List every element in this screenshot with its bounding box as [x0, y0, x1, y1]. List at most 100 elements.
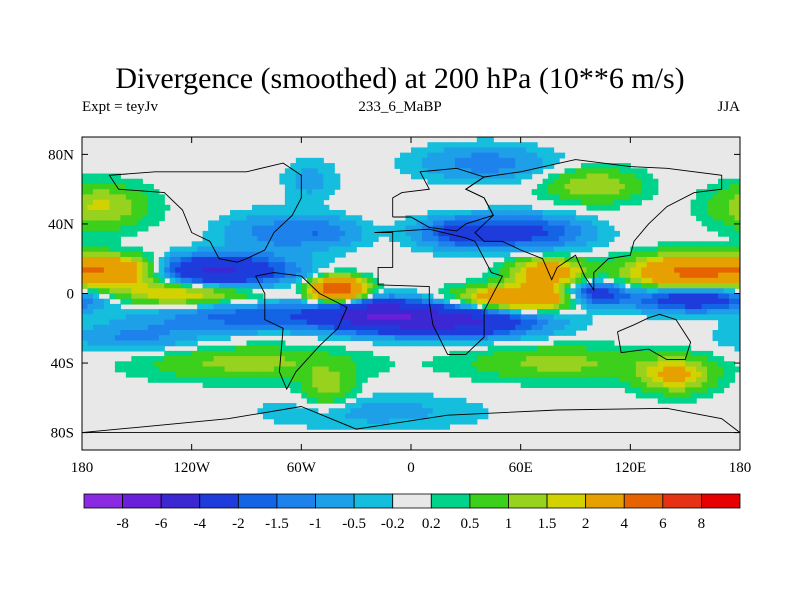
colorbar-label: 2 — [582, 516, 590, 532]
field-cell — [284, 403, 291, 409]
field-cell — [602, 163, 609, 169]
field-cell — [246, 225, 253, 232]
field-cell — [613, 163, 620, 169]
field-cell — [262, 371, 270, 378]
field-cell — [334, 335, 341, 342]
field-cell — [712, 215, 719, 222]
field-cell — [87, 272, 94, 279]
field-cell — [707, 251, 714, 258]
field-cell — [520, 152, 527, 159]
field-cell — [284, 210, 291, 216]
field-cell — [553, 376, 560, 383]
field-cell — [696, 277, 703, 284]
field-cell — [125, 230, 132, 237]
field-cell — [696, 288, 703, 295]
field-cell — [570, 324, 577, 331]
field-cell — [471, 241, 478, 248]
field-cell — [597, 194, 604, 201]
field-cell — [416, 147, 423, 154]
field-cell — [180, 356, 187, 362]
field-cell — [197, 371, 204, 378]
field-cell — [432, 178, 440, 185]
field-cell — [580, 361, 588, 368]
field-cell — [246, 267, 253, 274]
field-cell — [279, 408, 286, 415]
field-cell — [531, 267, 538, 274]
colorbar-swatch — [199, 493, 239, 509]
field-cell — [504, 251, 511, 258]
field-cell — [646, 345, 653, 352]
field-cell — [570, 345, 577, 352]
field-cell — [367, 413, 374, 420]
field-cell — [509, 376, 516, 383]
field-cell — [641, 173, 648, 180]
field-cell — [367, 230, 374, 237]
field-cell — [663, 267, 670, 274]
field-cell — [361, 298, 368, 305]
field-cell — [323, 423, 330, 430]
field-cell — [92, 324, 100, 331]
field-cell — [597, 272, 604, 279]
field-cell — [389, 314, 396, 321]
field-cell — [438, 418, 445, 425]
field-cell — [635, 387, 642, 394]
field-cell — [317, 356, 324, 362]
field-cell — [597, 371, 604, 378]
field-cell — [323, 418, 330, 425]
field-cell — [158, 194, 165, 201]
field-cell — [674, 397, 681, 404]
field-cell — [87, 183, 94, 190]
field-cell — [504, 173, 511, 180]
field-cell — [652, 189, 659, 195]
field-cell — [416, 392, 423, 399]
field-cell — [559, 277, 566, 284]
field-cell — [712, 220, 719, 227]
field-cell — [416, 225, 423, 232]
field-cell — [416, 319, 423, 326]
field-cell — [109, 262, 116, 269]
field-cell — [575, 376, 582, 383]
field-cell — [356, 418, 363, 425]
field-cell — [295, 366, 302, 373]
field-cell — [657, 288, 664, 295]
field-cell — [224, 225, 231, 232]
field-cell — [646, 309, 653, 315]
field-cell — [570, 194, 577, 201]
field-cell — [718, 361, 725, 368]
field-cell — [674, 392, 681, 399]
field-cell — [520, 350, 527, 357]
field-cell — [98, 241, 105, 248]
field-cell — [602, 236, 609, 242]
field-cell — [103, 183, 111, 190]
field-cell — [411, 236, 418, 242]
field-cell — [169, 376, 176, 383]
field-cell — [564, 366, 571, 373]
field-cell — [317, 324, 324, 331]
field-cell — [509, 256, 516, 263]
field-cell — [389, 413, 396, 420]
field-cell — [202, 241, 209, 248]
field-cell — [273, 246, 280, 253]
field-cell — [679, 283, 686, 289]
field-cell — [526, 330, 533, 336]
field-cell — [421, 330, 429, 336]
field-cell — [421, 220, 429, 227]
field-cell — [142, 204, 149, 211]
field-cell — [186, 366, 193, 373]
field-cell — [328, 163, 335, 169]
field-cell — [87, 230, 94, 237]
field-cell — [120, 194, 127, 201]
field-cell — [411, 147, 418, 154]
field-cell — [504, 210, 511, 216]
field-cell — [186, 251, 193, 258]
field-cell — [284, 272, 291, 279]
field-cell — [235, 272, 242, 279]
field-cell — [663, 293, 670, 300]
field-cell — [131, 220, 138, 227]
field-cell — [729, 298, 736, 305]
field-cell — [432, 157, 440, 164]
colorbar-swatch — [430, 493, 471, 509]
field-cell — [476, 330, 483, 336]
field-cell — [553, 298, 560, 305]
field-cell — [284, 230, 291, 237]
